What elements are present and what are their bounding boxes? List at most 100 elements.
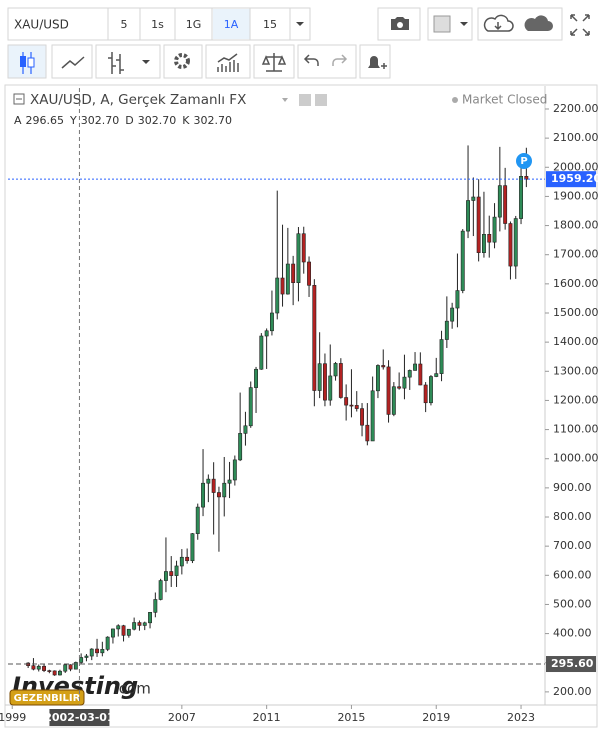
candle-body (503, 185, 508, 224)
candle-body (73, 662, 78, 670)
candle-body (243, 425, 248, 434)
y-tick-label: 800.00 (553, 510, 592, 523)
crosshair-label-bg (49, 709, 110, 726)
gear-icon (174, 53, 190, 69)
x-tick-label: 2019 (422, 711, 450, 724)
candle-body (413, 363, 417, 371)
candle-body (57, 670, 62, 676)
interval[interactable]: 1G (186, 18, 202, 31)
ohlc-key: A (14, 114, 22, 127)
candle-body (386, 366, 391, 415)
candle-body (275, 277, 280, 314)
candle-body (524, 176, 529, 180)
candle-body (126, 628, 131, 636)
candle-body (254, 368, 258, 388)
line-button[interactable] (51, 44, 93, 79)
ohlc-value: 302.70 (138, 114, 177, 127)
candle-body (344, 397, 349, 406)
ohlc-value: 302.70 (81, 114, 120, 127)
candle-body (307, 261, 311, 286)
candle-body (163, 571, 168, 581)
interval[interactable]: 15 (263, 18, 277, 31)
candle-body (248, 387, 253, 427)
undo-icon (303, 54, 319, 66)
legend-dropdown[interactable] (282, 98, 288, 102)
candle-body (185, 556, 190, 562)
candle-body (132, 622, 137, 630)
candle-body (466, 200, 470, 232)
collapse-icon[interactable] (13, 93, 25, 105)
candle-body (269, 312, 274, 332)
candle-body (84, 655, 89, 658)
candle-body (497, 185, 502, 218)
candle-body (285, 263, 290, 295)
y-tick-label: 700.00 (553, 539, 592, 552)
plus-icon (381, 63, 387, 69)
candle-body (439, 339, 444, 374)
candle-body (397, 386, 402, 389)
candle-body (455, 290, 460, 309)
ohlc-key: D (125, 114, 133, 127)
candle-body (31, 665, 36, 670)
redo-icon (332, 54, 348, 66)
candle-body (68, 664, 73, 670)
candle-body (338, 363, 343, 398)
legend-icon[interactable] (299, 94, 311, 106)
candle-body (232, 459, 237, 481)
ohlc-value: 302.70 (193, 114, 232, 127)
candle-body (471, 196, 476, 201)
settings-button[interactable] (163, 44, 203, 79)
ohlc-value: 296.65 (26, 114, 65, 127)
scale-icon (261, 53, 287, 72)
interval[interactable]: 1A (224, 18, 239, 31)
y-tick-label: 1200.00 (553, 393, 598, 406)
candle-body (460, 230, 465, 291)
dropdown-arrow[interactable] (296, 22, 304, 26)
y-tick-label: 1600.00 (553, 277, 598, 290)
candle-type-button[interactable] (7, 44, 47, 79)
candle-body (450, 307, 455, 322)
candle-body (137, 622, 142, 626)
fullscreen-icon[interactable] (570, 14, 590, 36)
candle-body (142, 622, 147, 626)
candle-body (148, 612, 152, 624)
candle-body (296, 233, 301, 283)
indicators-button[interactable] (205, 44, 251, 79)
line-icon (61, 56, 85, 69)
candle-body (391, 386, 396, 415)
chart-frame (4, 84, 598, 728)
x-tick-label: 2015 (337, 711, 365, 724)
candle-body (179, 556, 184, 567)
candle-body (259, 335, 264, 370)
candle-icon (20, 56, 26, 67)
candle-body (349, 404, 354, 407)
watermark-suffix: .com (114, 680, 151, 698)
interval[interactable]: 1s (151, 18, 164, 31)
y-tick-label: 600.00 (553, 568, 592, 581)
candle-body (89, 648, 94, 657)
legend-title: XAU/USD, A, Gerçek Zamanlı FX (30, 92, 246, 108)
candle-body (301, 233, 306, 263)
bars-button[interactable] (95, 44, 161, 79)
candle-body (312, 285, 317, 391)
ohlc-legend: A 296.65 Y 302.70 D 302.70 K 302.70 (14, 114, 232, 127)
y-tick-label: 900.00 (553, 481, 592, 494)
candle-body (264, 330, 269, 337)
candle-body (429, 376, 433, 404)
candle-body (222, 482, 227, 498)
y-tick-label: 1800.00 (553, 219, 598, 232)
symbol-box[interactable] (7, 7, 109, 41)
crosshair-label: 2002-03-01 (44, 711, 114, 724)
candle-body (434, 373, 439, 377)
legend-icon[interactable] (315, 94, 327, 106)
cloud-upload (524, 15, 553, 31)
y-tick-label: 200.00 (553, 685, 592, 698)
candle-body (110, 628, 115, 638)
candle-body (492, 216, 497, 243)
price-label-bg (546, 656, 596, 673)
y-tick-label: 400.00 (553, 627, 592, 640)
candle-body (195, 506, 200, 534)
candle-body (333, 363, 338, 377)
interval[interactable]: 5 (121, 18, 128, 31)
